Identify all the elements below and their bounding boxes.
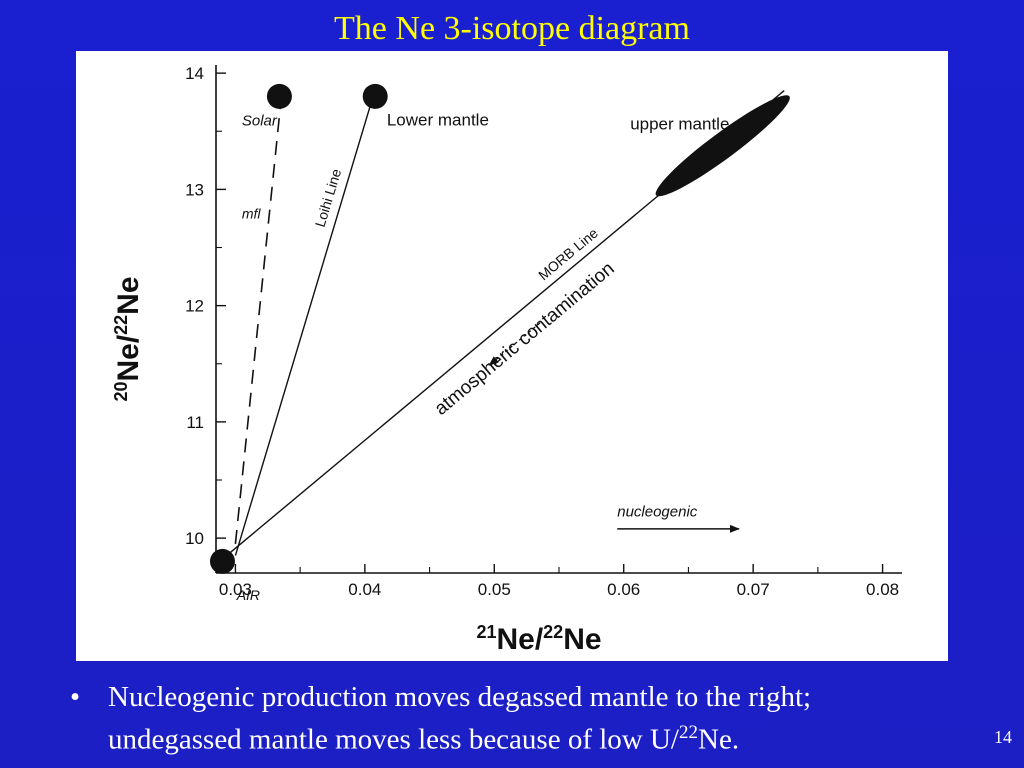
label-solar: Solar	[242, 113, 278, 130]
bullet-line-2-end: Ne.	[698, 723, 740, 756]
label-air: AIR	[236, 587, 260, 603]
upper-mantle-region	[655, 95, 790, 197]
label-upper-mantle: upper mantle	[630, 114, 729, 133]
bullet-line-1: Nucleogenic production moves degassed ma…	[108, 681, 812, 713]
bullet-body: Nucleogenic production moves degassed ma…	[108, 680, 958, 758]
marks-group	[209, 83, 790, 574]
y-tick-label: 12	[185, 297, 204, 316]
ne-three-isotope-plot: 10 11 12 13 14 0.03 0.04 0.05 0.06 0.07 0.08 21Ne/…	[111, 64, 902, 656]
x-tick-label: 0.04	[348, 580, 381, 599]
bullet-superscript: 22	[679, 722, 698, 743]
bullet-marker: •	[70, 681, 81, 713]
label-loihi-line: Loihi Line	[312, 167, 345, 229]
slide-title: The Ne 3-isotope diagram	[334, 10, 690, 47]
point-air	[209, 548, 235, 574]
y-tick-label: 10	[185, 529, 204, 548]
arrow-atmospheric-contamination	[488, 322, 541, 366]
x-tick-label: 0.08	[866, 580, 899, 599]
label-atmospheric-contamination: atmospheric contamination	[431, 258, 619, 420]
x-tick-label: 0.07	[737, 580, 770, 599]
point-solar	[266, 83, 292, 109]
x-tick-label: 0.05	[478, 580, 511, 599]
label-mfl: mfl	[242, 206, 262, 222]
label-nucleogenic: nucleogenic	[617, 504, 698, 521]
line-loihi-line	[234, 101, 372, 556]
bullet-line-2-text: undegassed mantle moves less because of …	[108, 723, 679, 756]
ne-isotope-figure: 10 11 12 13 14 0.03 0.04 0.05 0.06 0.07 0.08 21Ne/…	[76, 51, 948, 661]
y-tick-label: 14	[185, 64, 204, 83]
y-tick-label: 11	[186, 413, 204, 432]
bullet-line-2: undegassed mantle moves less because of …	[108, 715, 958, 758]
line-mfl	[234, 90, 283, 545]
x-tick-label: 0.06	[607, 580, 640, 599]
axes-group: 10 11 12 13 14 0.03 0.04 0.05 0.06 0.07 0.08	[185, 64, 902, 599]
y-tick-label: 13	[185, 180, 204, 199]
point-lower-mantle	[362, 83, 388, 109]
x-tick-label: 0.03	[219, 580, 252, 599]
x-axis-label: 21Ne/22Ne	[476, 622, 601, 656]
label-lower-mantle: Lower mantle	[387, 111, 489, 130]
y-axis-label: 20Ne/22Ne	[111, 276, 145, 401]
page-number: 14	[994, 727, 1012, 747]
